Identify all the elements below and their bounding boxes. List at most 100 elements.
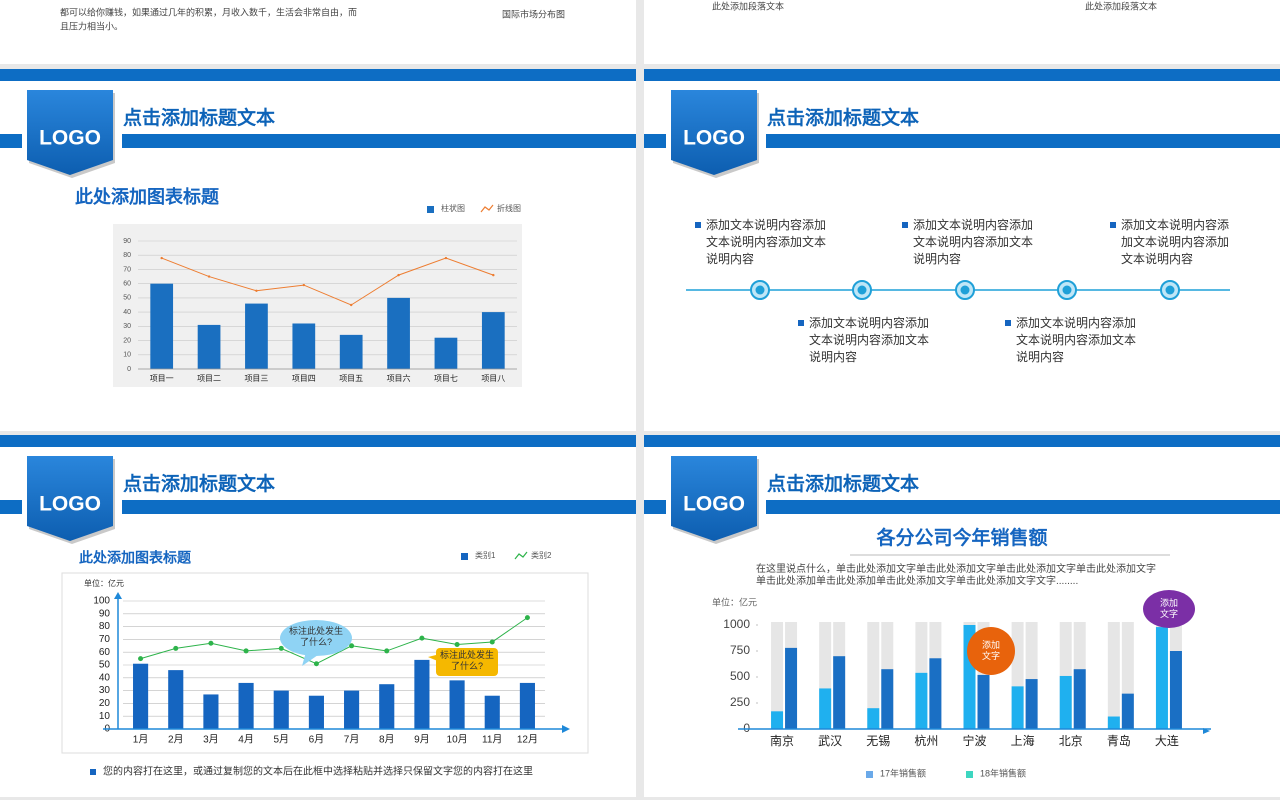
y-tick-label: 80 <box>123 252 131 259</box>
axis-arrow <box>114 592 122 599</box>
logo-badge <box>27 456 113 541</box>
slide-bg <box>644 0 1280 64</box>
bar <box>1011 686 1024 729</box>
y-tick-label: 20 <box>123 337 131 344</box>
x-tick-label: 6月 <box>309 734 325 746</box>
bar <box>977 674 990 729</box>
timeline-text: 添加文本说明内容添加文本说明内容添加文本说明内容 <box>1110 217 1235 268</box>
bar <box>133 663 149 729</box>
x-tick-label: 4月 <box>238 734 254 746</box>
callout-text: 标注此处发生了什么? <box>440 649 494 671</box>
legend-label: 柱状图 <box>441 203 465 213</box>
x-tick-label: 武汉 <box>818 734 842 748</box>
bar <box>481 312 505 369</box>
legend-label: 类别2 <box>531 550 552 560</box>
legend-marker <box>427 206 434 213</box>
x-tick-label: 宁波 <box>962 733 986 748</box>
x-tick-label: 项目七 <box>434 374 458 383</box>
logo: LOGO <box>683 493 745 516</box>
slide-title: 点击添加标题文本 <box>123 472 275 495</box>
logo-badge <box>671 90 757 175</box>
x-tick-label: 11月 <box>482 734 502 746</box>
x-tick-label: 2月 <box>168 734 184 746</box>
y-tick-label: 40 <box>123 309 131 316</box>
header-bar <box>0 435 636 447</box>
line-point <box>302 283 306 287</box>
header-band <box>644 500 666 514</box>
y-tick-label: 0 <box>127 366 131 373</box>
line-point <box>349 643 355 649</box>
header-band <box>766 500 1280 514</box>
header-band <box>644 134 666 148</box>
header-bar <box>644 69 1280 81</box>
timeline-text: 添加文本说明内容添加文本说明内容添加文本说明内容 <box>1005 315 1141 366</box>
line-point <box>278 645 284 651</box>
unit-label: 单位：亿元 <box>84 578 124 588</box>
x-tick-label: 项目四 <box>292 374 316 383</box>
logo-badge <box>27 90 113 175</box>
x-tick-label: 青岛 <box>1107 733 1131 748</box>
y-tick-label: 100 <box>93 596 110 607</box>
bar <box>1073 669 1086 729</box>
line-point <box>419 635 425 641</box>
line-point <box>207 275 211 278</box>
y-tick-label: 20 <box>99 698 111 709</box>
logo-badge <box>671 456 757 541</box>
logo: LOGO <box>39 127 101 150</box>
callout-text: 添加文字 <box>982 640 1000 661</box>
bar <box>150 283 174 369</box>
x-tick-label: 1月 <box>133 734 149 746</box>
line-point <box>243 648 249 654</box>
y-tick-label: 90 <box>123 238 131 245</box>
bar <box>519 682 535 729</box>
line-point <box>313 661 319 667</box>
line-point <box>208 640 214 646</box>
bar <box>197 324 221 369</box>
callout-text: 标注此处发生了什么? <box>289 625 343 647</box>
line-point <box>384 648 390 654</box>
timeline-text: 添加文本说明内容添加文本说明内容添加文本说明内容 <box>902 217 1038 268</box>
bar <box>238 682 254 729</box>
x-tick-label: 项目三 <box>244 374 268 383</box>
x-tick-label: 大连 <box>1155 733 1179 748</box>
bar <box>379 684 395 729</box>
y-tick-label: 30 <box>99 685 111 696</box>
chart-title: 各分公司今年销售额 <box>875 526 1047 549</box>
y-tick-label: 70 <box>123 266 131 273</box>
slide-title: 点击添加标题文本 <box>767 106 919 129</box>
bar <box>484 695 500 729</box>
bar <box>292 323 316 369</box>
bar <box>414 659 430 729</box>
bar <box>915 672 928 729</box>
y-tick-label: 80 <box>99 621 111 632</box>
x-tick-label: 无锡 <box>866 733 890 748</box>
header-bar <box>0 69 636 81</box>
y-tick-label: 10 <box>123 352 131 359</box>
header-band <box>0 134 22 148</box>
y-tick-label: 30 <box>123 323 131 330</box>
legend-label: 18年销售额 <box>980 767 1026 778</box>
footnote-bullet <box>90 769 96 775</box>
line-point <box>492 273 495 277</box>
timeline-text: 添加文本说明内容添加文本说明内容添加文本说明内容 <box>798 315 934 366</box>
bar <box>203 694 219 729</box>
chart-title: 此处添加图表标题 <box>75 186 220 207</box>
callout-text: 添加文字 <box>1160 598 1178 619</box>
bar <box>1169 651 1182 729</box>
y-tick-label: 40 <box>99 672 111 683</box>
timeline-node <box>755 285 765 295</box>
x-tick-label: 杭州 <box>914 733 938 748</box>
line-point <box>397 273 400 277</box>
logo: LOGO <box>683 127 745 150</box>
bar <box>387 297 410 369</box>
x-tick-label: 7月 <box>344 734 360 746</box>
x-tick-label: 12月 <box>517 734 538 746</box>
x-tick-label: 项目二 <box>197 374 221 383</box>
bar <box>344 690 360 729</box>
timeline-node <box>1062 285 1072 295</box>
y-tick-label: 60 <box>123 281 131 288</box>
callout <box>436 648 498 676</box>
bar <box>1025 679 1038 729</box>
